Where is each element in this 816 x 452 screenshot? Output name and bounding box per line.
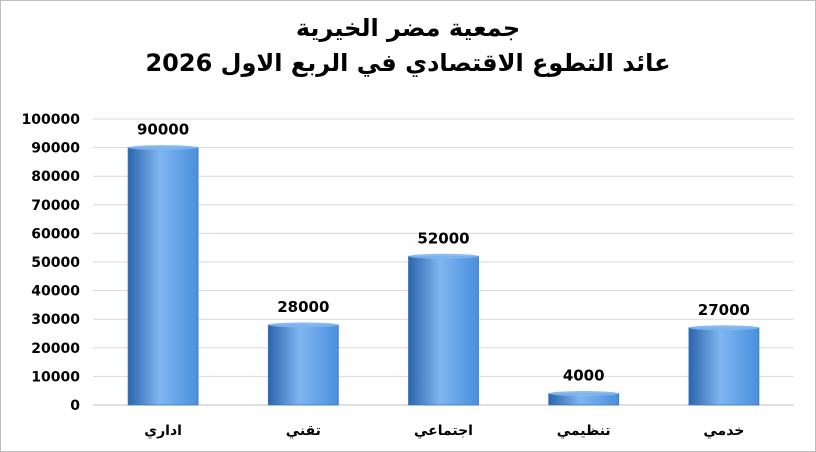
bar (127, 147, 199, 406)
bar-group: 90000 (127, 121, 199, 406)
y-tick-label: 90000 (31, 141, 80, 157)
data-label: 4000 (563, 367, 605, 385)
chart-subtitle: عائد التطوع الاقتصادي في الربع الاول 202… (145, 49, 671, 77)
y-tick-label: 40000 (31, 284, 80, 300)
bar (267, 324, 339, 406)
x-category-label: اداري (144, 423, 182, 440)
bar-group: 4000 (548, 367, 620, 406)
data-label: 27000 (698, 301, 750, 319)
bar-top (408, 253, 479, 259)
y-tick-label: 20000 (31, 341, 80, 357)
x-category-label: تقني (286, 423, 321, 439)
bar-top (688, 325, 759, 331)
bars: 90000 28000 52000 4000 27000 (127, 121, 760, 406)
y-tick-label: 0 (70, 398, 80, 414)
x-category-label: خدمي (703, 423, 744, 439)
y-tick-label: 70000 (31, 198, 80, 214)
y-tick-label: 60000 (31, 226, 80, 242)
chart-title: جمعية مضر الخيرية (295, 14, 521, 42)
y-axis-ticks: 0 10000 20000 30000 40000 50000 60000 70000 8000… (22, 112, 81, 414)
bar-top (548, 391, 619, 397)
chart-title-block: جمعية مضر الخيرية عائد التطوع الاقتصادي … (1, 11, 815, 81)
data-label: 52000 (417, 229, 469, 247)
y-tick-label: 100000 (22, 112, 81, 128)
x-axis-categories: اداري تقني اجتماعي تنظيمي خدمي (144, 423, 744, 440)
data-label: 28000 (277, 298, 329, 316)
x-category-label: اجتماعي (414, 423, 473, 439)
bar-top (268, 322, 339, 328)
y-tick-label: 30000 (31, 312, 80, 328)
y-tick-label: 50000 (31, 255, 80, 271)
bar (408, 255, 479, 406)
bar (688, 327, 760, 406)
bar-group: 27000 (688, 301, 760, 406)
bar-group: 52000 (408, 229, 479, 406)
y-tick-label: 80000 (31, 169, 80, 185)
bar-group: 28000 (267, 298, 339, 406)
bar-top (128, 145, 199, 151)
y-tick-label: 10000 (31, 369, 80, 385)
x-category-label: تنظيمي (557, 423, 611, 439)
data-label: 90000 (137, 121, 189, 139)
